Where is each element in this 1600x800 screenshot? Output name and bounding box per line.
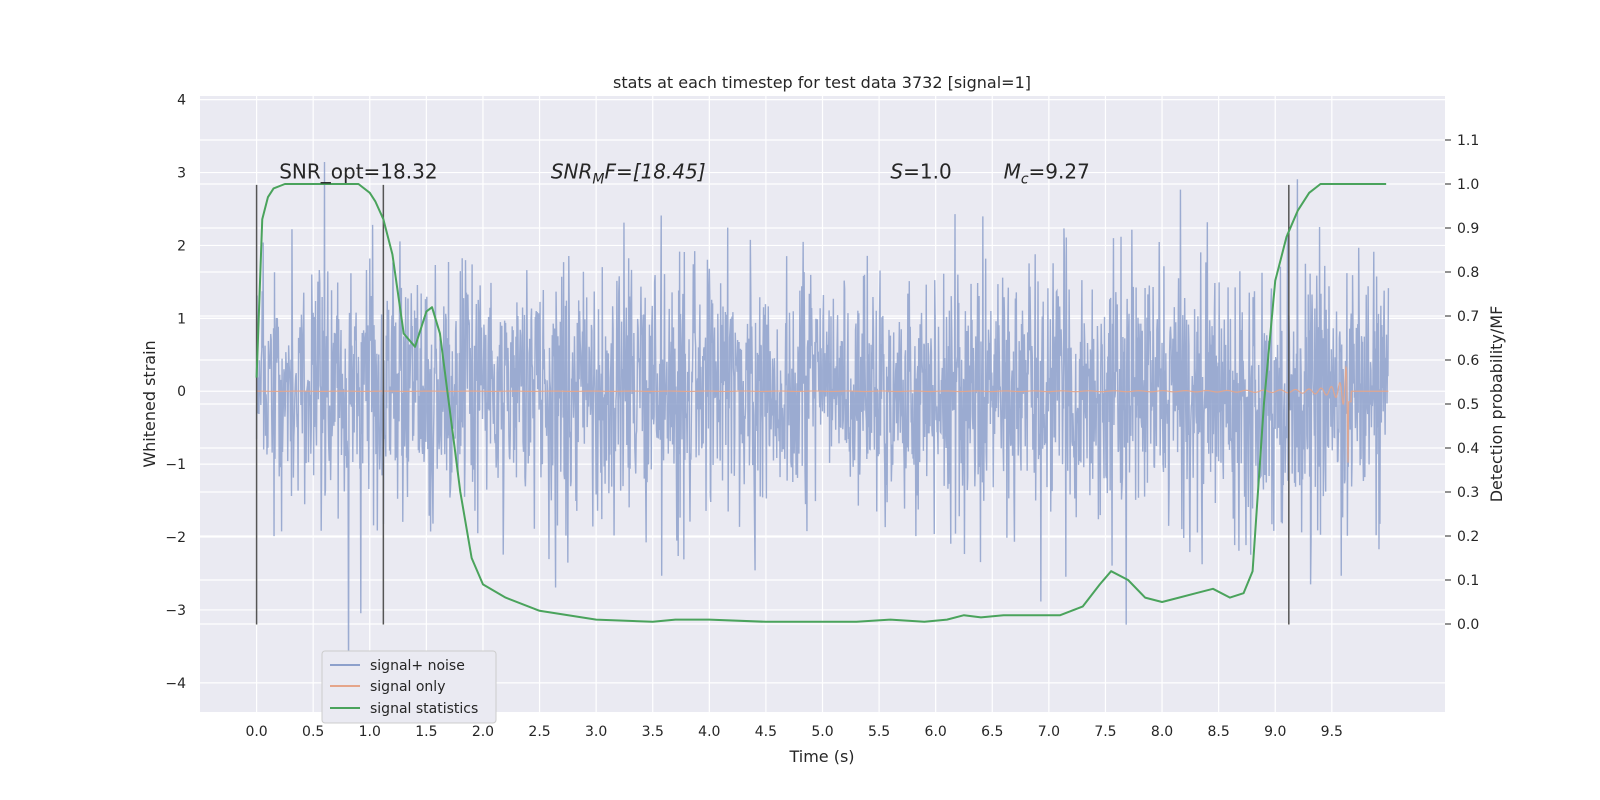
y-right-tick-label: 0.0 (1457, 617, 1479, 633)
legend-label-signal-statistics: signal statistics (370, 701, 478, 717)
x-tick-label: 4.0 (698, 724, 720, 740)
y-tick-label: 0 (177, 384, 186, 400)
x-tick-label: 2.5 (528, 724, 550, 740)
annotation-snr-mf: SNRMF=[18.45] (551, 159, 706, 187)
y-right-tick-label: 0.3 (1457, 485, 1479, 501)
signal-only-line (256, 365, 1389, 463)
x-tick-label: 0.0 (245, 724, 267, 740)
y-tick-label: 4 (177, 93, 186, 109)
signal-noise-line (255, 162, 1390, 683)
y-tick-label: −2 (165, 530, 186, 546)
y-right-tick-label: 0.8 (1457, 265, 1479, 281)
annotation-snr-mf-subscript: M (592, 171, 604, 187)
x-tick-label: 7.5 (1094, 724, 1116, 740)
y-tick-label: −4 (165, 676, 186, 692)
x-tick-label: 1.0 (359, 724, 381, 740)
legend: signal+ noise signal only signal statist… (321, 650, 497, 724)
y-right-tick-label: 0.9 (1457, 221, 1479, 237)
signal-statistics-series (255, 183, 1387, 623)
x-tick-label: 8.0 (1151, 724, 1173, 740)
x-tick-label: 5.5 (868, 724, 890, 740)
y-right-axis-ticks: 0.0 0.1 0.2 0.3 0.4 0.5 0.6 0.7 0.8 0.9 1.0 1.1 (1445, 133, 1479, 633)
x-tick-label: 6.0 (925, 724, 947, 740)
annotation-mc: Mc=9.27 (1004, 159, 1090, 187)
x-tick-label: 6.5 (981, 724, 1003, 740)
annotation-snr-opt: SNR_opt=18.32 (279, 159, 437, 183)
x-tick-label: 3.5 (642, 724, 664, 740)
annotation-s: S=1.0 (890, 159, 951, 183)
x-tick-label: 4.5 (755, 724, 777, 740)
vertical-markers (255, 184, 1290, 625)
annotation-mc-symbol: M (1004, 159, 1021, 183)
annotation-s-tail: =1.0 (903, 159, 952, 183)
x-tick-label: 1.5 (415, 724, 437, 740)
y-right-tick-label: 0.6 (1457, 353, 1479, 369)
y-right-tick-label: 0.7 (1457, 309, 1479, 325)
signal-noise-series (255, 162, 1390, 683)
y-right-axis-label: Detection probability/MF (1487, 306, 1506, 503)
y-tick-label: 2 (177, 238, 186, 254)
y-axis-label: Whitened strain (140, 340, 159, 467)
legend-label-signal-noise: signal+ noise (370, 658, 465, 674)
y-right-tick-label: 0.2 (1457, 529, 1479, 545)
y-right-tick-label: 1.1 (1457, 133, 1479, 149)
legend-box (321, 650, 497, 724)
y-right-tick-label: 0.5 (1457, 397, 1479, 413)
y-tick-label: −3 (165, 603, 186, 619)
signal-statistics-line (255, 183, 1387, 623)
x-tick-label: 3.0 (585, 724, 607, 740)
annotation-mc-subscript: c (1021, 171, 1029, 187)
x-axis-ticks: 0.0 0.5 1.0 1.5 2.0 2.5 3.0 3.5 4.0 4.5 5.0 5.5 6.0 6… (245, 724, 1342, 740)
annotation-snr-mf-symbol: SNR (551, 159, 593, 183)
x-tick-label: 7.0 (1038, 724, 1060, 740)
x-tick-label: 5.0 (811, 724, 833, 740)
y-tick-label: −1 (165, 457, 186, 473)
y-right-tick-label: 1.0 (1457, 177, 1479, 193)
y-tick-label: 3 (177, 166, 186, 182)
annotation-mc-tail: =9.27 (1029, 159, 1090, 183)
y-tick-label: 1 (177, 311, 186, 327)
y-axis-ticks: −4 −3 −2 −1 0 1 2 3 4 (165, 93, 186, 692)
x-tick-label: 9.0 (1264, 724, 1286, 740)
y-right-tick-label: 0.1 (1457, 573, 1479, 589)
annotation-s-symbol: S (890, 159, 903, 183)
x-tick-label: 8.5 (1208, 724, 1230, 740)
y-right-tick-label: 0.4 (1457, 441, 1479, 457)
legend-label-signal-only: signal only (370, 679, 445, 695)
annotation-snr-mf-tail: F=[18.45] (605, 159, 706, 183)
chart-title: stats at each timestep for test data 373… (613, 73, 1031, 92)
x-tick-label: 2.0 (472, 724, 494, 740)
x-axis-label: Time (s) (788, 747, 854, 766)
x-tick-label: 9.5 (1321, 724, 1343, 740)
signal-only-series (256, 365, 1389, 463)
x-tick-label: 0.5 (302, 724, 324, 740)
